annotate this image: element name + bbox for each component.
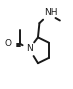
Text: N: N [26, 44, 33, 53]
Text: O: O [5, 39, 12, 48]
Text: NH: NH [44, 7, 57, 17]
